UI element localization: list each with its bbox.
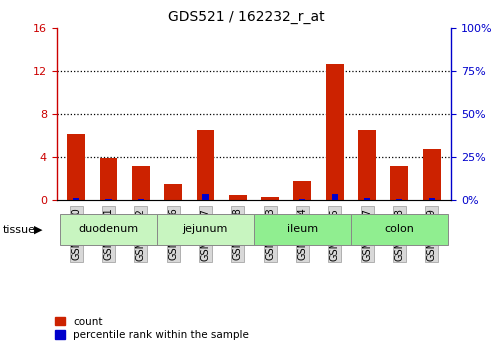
Text: colon: colon xyxy=(385,224,414,234)
Bar xyxy=(73,197,79,200)
Bar xyxy=(229,195,246,200)
Bar xyxy=(293,181,311,200)
Text: ileum: ileum xyxy=(287,224,318,234)
Text: GDS521 / 162232_r_at: GDS521 / 162232_r_at xyxy=(168,10,325,24)
Bar xyxy=(364,197,370,200)
FancyBboxPatch shape xyxy=(351,214,448,245)
Bar xyxy=(132,166,150,200)
Bar xyxy=(138,199,144,200)
FancyBboxPatch shape xyxy=(157,214,254,245)
Bar xyxy=(67,134,85,200)
Text: ▶: ▶ xyxy=(34,225,42,235)
Bar xyxy=(326,64,344,200)
Bar xyxy=(170,199,176,200)
Bar xyxy=(164,184,182,200)
Legend: count, percentile rank within the sample: count, percentile rank within the sample xyxy=(55,317,249,340)
Bar xyxy=(261,197,279,200)
Bar xyxy=(396,199,402,200)
Bar xyxy=(332,194,338,200)
Text: jejunum: jejunum xyxy=(183,224,228,234)
Bar xyxy=(100,158,117,200)
Bar xyxy=(423,149,441,200)
Text: duodenum: duodenum xyxy=(78,224,139,234)
Bar xyxy=(299,199,306,200)
Bar xyxy=(428,198,435,200)
FancyBboxPatch shape xyxy=(60,214,157,245)
Bar xyxy=(197,130,214,200)
Bar xyxy=(202,195,209,200)
Bar xyxy=(390,166,408,200)
FancyBboxPatch shape xyxy=(254,214,351,245)
Bar xyxy=(106,199,111,200)
Bar xyxy=(358,130,376,200)
Text: tissue: tissue xyxy=(2,225,35,235)
